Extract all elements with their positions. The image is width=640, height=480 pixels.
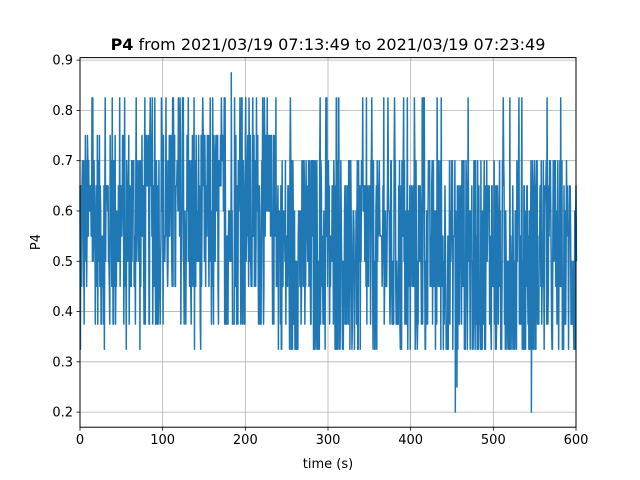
x-axis: 0 100 200 300 400 500 600 [76, 427, 589, 448]
x-tick-label-5: 500 [481, 433, 506, 448]
x-tick-label-4: 400 [398, 433, 423, 448]
y-axis-label: P4 [29, 234, 44, 250]
series-p4 [79, 71, 578, 413]
y-tick-label-0: 0.2 [52, 406, 73, 421]
chart-title: P4 from 2021/03/19 07:13:49 to 2021/03/1… [111, 35, 546, 54]
y-tick-label-4: 0.6 [52, 204, 73, 219]
x-axis-label: time (s) [303, 457, 353, 472]
y-tick-label-3: 0.5 [52, 255, 73, 270]
y-tick-label-5: 0.7 [52, 154, 73, 169]
chart-title-rest: from 2021/03/19 07:13:49 to 2021/03/19 0… [133, 35, 545, 54]
y-tick-label-1: 0.3 [52, 355, 73, 370]
y-tick-label-6: 0.8 [52, 104, 73, 119]
y-tick-label-2: 0.4 [52, 305, 73, 320]
x-tick-label-1: 100 [150, 433, 175, 448]
series-p4-line [79, 71, 578, 413]
x-tick-label-3: 300 [316, 433, 341, 448]
x-tick-label-0: 0 [76, 433, 84, 448]
chart-title-bold: P4 [111, 35, 134, 54]
x-tick-label-2: 200 [233, 433, 258, 448]
x-tick-label-6: 600 [564, 433, 589, 448]
y-tick-label-7: 0.9 [52, 54, 73, 69]
y-axis: 0.2 0.3 0.4 0.5 0.6 0.7 0.8 0.9 [52, 54, 80, 421]
